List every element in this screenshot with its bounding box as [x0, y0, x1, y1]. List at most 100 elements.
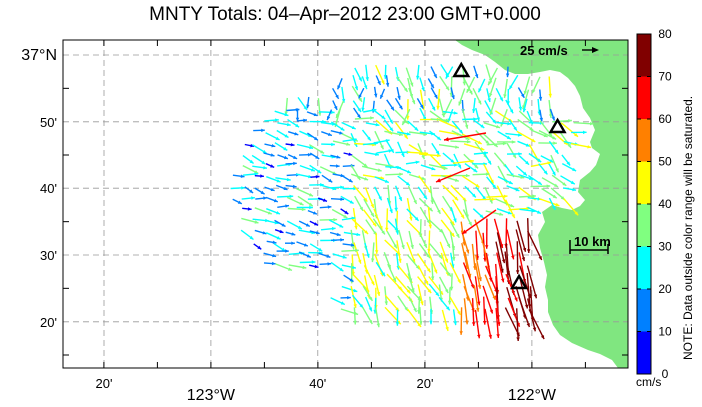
- current-vector-head: [414, 127, 419, 131]
- current-vector-head: [485, 172, 490, 176]
- current-vector-head: [427, 268, 431, 273]
- current-vector-head: [472, 109, 476, 113]
- current-vector-head: [377, 168, 382, 172]
- longitude-label: 122°W: [508, 387, 557, 404]
- current-vector-head: [480, 124, 485, 128]
- current-vector-head: [572, 167, 577, 171]
- current-vector-head: [331, 142, 335, 147]
- current-vector: [496, 232, 506, 264]
- current-vector-head: [369, 297, 373, 301]
- reference-vector: 25 cm/s: [520, 43, 599, 58]
- current-vector-head: [346, 142, 351, 146]
- current-vector-head: [371, 258, 375, 263]
- current-vector-head: [454, 196, 459, 201]
- current-vector-head: [274, 221, 279, 225]
- current-vector-head: [453, 111, 458, 115]
- current-vector-head: [358, 77, 362, 82]
- current-vector-head: [367, 136, 371, 141]
- current-vector-head: [507, 121, 512, 126]
- current-vector-head: [390, 106, 395, 111]
- current-vector-head: [283, 186, 288, 190]
- current-vector-head: [554, 149, 559, 154]
- current-vector-head: [431, 167, 436, 171]
- current-vector-head: [490, 179, 494, 184]
- current-vector-head: [506, 135, 511, 140]
- current-vector-head: [514, 297, 518, 302]
- current-vector-head: [413, 308, 417, 312]
- current-vector-head: [568, 119, 572, 123]
- current-vector: [395, 276, 411, 294]
- current-vector-head: [302, 265, 307, 270]
- current-vector: [438, 130, 461, 136]
- current-vector-head: [290, 143, 295, 147]
- current-vector-head: [340, 238, 344, 242]
- current-vector-head: [522, 247, 527, 252]
- current-vector-head: [309, 145, 314, 150]
- current-vector-head: [479, 214, 484, 219]
- current-vector-head: [374, 93, 378, 98]
- current-vector-head: [414, 216, 419, 221]
- current-vector-head: [537, 158, 542, 162]
- current-vector-head: [548, 132, 553, 137]
- current-vector-head: [398, 132, 403, 137]
- current-vector-head: [307, 153, 312, 157]
- current-vector-head: [359, 304, 364, 308]
- current-vector: [473, 285, 479, 312]
- current-vector-head: [336, 155, 341, 159]
- current-vector: [526, 272, 531, 309]
- current-vector-head: [445, 118, 450, 122]
- current-vector-head: [336, 164, 340, 168]
- current-vector-head: [487, 98, 491, 102]
- current-vector: [484, 274, 496, 301]
- current-vector-head: [472, 193, 476, 198]
- current-vector: [471, 298, 475, 326]
- current-vector-head: [384, 179, 389, 183]
- current-vector-head: [247, 207, 252, 211]
- current-vector-head: [406, 132, 411, 136]
- colorbar-tick-label: 80: [658, 27, 672, 41]
- current-vector-head: [444, 258, 449, 263]
- current-vector-head: [427, 248, 431, 253]
- colorbar-tick-label: 60: [658, 112, 672, 126]
- current-vector-head: [508, 180, 513, 184]
- saturation-note: NOTE: Data outside color range will be s…: [681, 96, 695, 360]
- current-vector-head: [511, 214, 515, 219]
- latitude-label: 30': [40, 248, 57, 263]
- current-vector-head: [262, 231, 267, 235]
- longitude-label: 20': [417, 376, 434, 391]
- current-vector-head: [454, 178, 459, 182]
- current-vector-head: [526, 323, 530, 327]
- current-vector: [461, 133, 483, 145]
- current-vector: [384, 239, 401, 256]
- current-vector-head: [384, 301, 388, 305]
- current-vector-head: [363, 197, 368, 202]
- current-vector-head: [419, 321, 423, 325]
- current-vector-head: [276, 236, 281, 240]
- current-vector: [428, 230, 431, 253]
- hf-radar-station-marker: [509, 273, 529, 290]
- current-vector-head: [327, 205, 332, 209]
- latitude-labels: 37°N 50' 40' 30' 20': [21, 47, 57, 330]
- current-vector-head: [462, 197, 467, 202]
- colorbar-segment: [637, 246, 651, 289]
- current-vector-head: [261, 160, 266, 165]
- colorbar-tick-label: 10: [658, 325, 672, 339]
- current-vector: [351, 218, 369, 235]
- current-vector-head: [465, 320, 469, 325]
- current-vector-head: [410, 82, 414, 87]
- current-vector-head: [487, 160, 492, 165]
- current-vector-head: [353, 320, 357, 325]
- current-vector-head: [284, 155, 288, 160]
- current-vector-head: [516, 337, 520, 341]
- current-vector-head: [473, 168, 478, 172]
- current-vector-head: [331, 226, 336, 231]
- current-vector-head: [538, 96, 543, 101]
- current-vector-head: [306, 254, 311, 258]
- current-vector: [452, 199, 465, 219]
- current-vector: [560, 122, 579, 138]
- current-vector-head: [254, 170, 259, 174]
- current-vector-head: [295, 123, 300, 128]
- current-vector-head: [562, 182, 567, 186]
- current-vector-head: [429, 320, 433, 325]
- current-vector-head: [563, 141, 568, 145]
